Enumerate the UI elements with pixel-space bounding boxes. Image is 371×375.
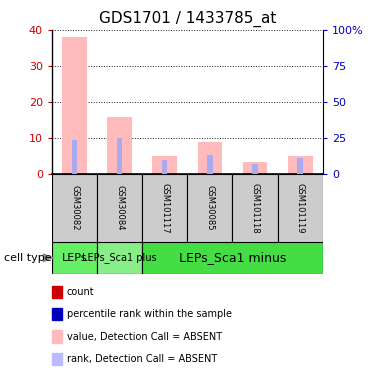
Bar	[152, 156, 177, 174]
Bar	[187, 174, 233, 242]
Bar	[243, 162, 267, 174]
Text: rank, Detection Call = ABSENT: rank, Detection Call = ABSENT	[67, 354, 217, 364]
Bar	[142, 174, 187, 242]
Bar	[252, 164, 258, 174]
Bar	[52, 242, 97, 274]
Text: count: count	[67, 287, 94, 297]
Text: GSM101117: GSM101117	[160, 183, 169, 233]
Bar	[97, 242, 142, 274]
Bar	[288, 156, 313, 174]
Text: GSM30085: GSM30085	[206, 185, 214, 231]
Bar	[107, 117, 132, 174]
Bar	[117, 138, 122, 174]
Bar	[52, 330, 62, 343]
Bar	[72, 140, 77, 174]
Bar	[207, 154, 213, 174]
Title: GDS1701 / 1433785_at: GDS1701 / 1433785_at	[99, 11, 276, 27]
Text: value, Detection Call = ABSENT: value, Detection Call = ABSENT	[67, 332, 222, 342]
Bar	[52, 308, 62, 320]
Bar	[197, 142, 222, 174]
Text: GSM101118: GSM101118	[250, 183, 260, 233]
Bar	[62, 37, 87, 174]
Text: percentile rank within the sample: percentile rank within the sample	[67, 309, 232, 319]
Bar	[298, 158, 303, 174]
Bar	[162, 160, 167, 174]
Bar	[142, 242, 323, 274]
Text: GSM101119: GSM101119	[296, 183, 305, 233]
Text: LEPs_Sca1 plus: LEPs_Sca1 plus	[82, 252, 157, 263]
Text: cell type: cell type	[4, 253, 51, 263]
Text: GSM30084: GSM30084	[115, 185, 124, 231]
Text: GSM30082: GSM30082	[70, 185, 79, 231]
Bar	[97, 174, 142, 242]
Text: LEPs_Sca1 minus: LEPs_Sca1 minus	[179, 251, 286, 264]
Bar	[52, 286, 62, 298]
Bar	[52, 174, 97, 242]
Bar	[233, 174, 278, 242]
Bar	[52, 353, 62, 365]
Bar	[278, 174, 323, 242]
Text: LEPs: LEPs	[62, 253, 87, 263]
